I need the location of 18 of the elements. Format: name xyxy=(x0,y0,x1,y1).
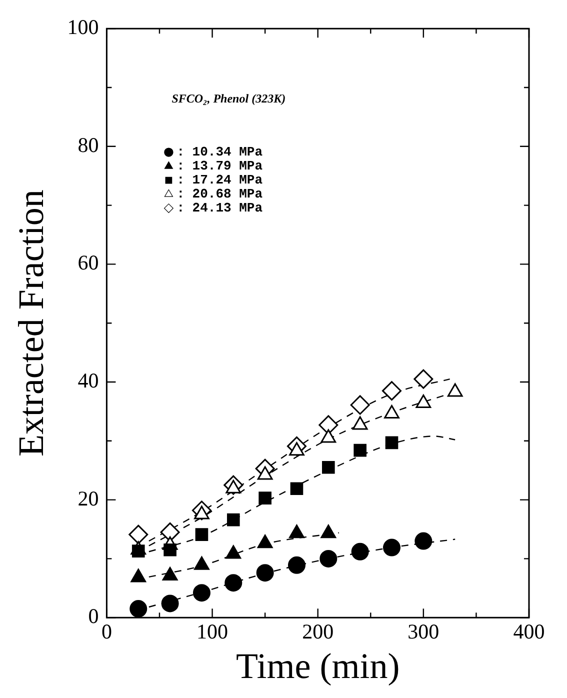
legend-label: : 13.79 MPa xyxy=(176,158,263,174)
x-tick-label: 400 xyxy=(513,620,545,644)
x-tick-label: 100 xyxy=(196,620,228,644)
x-tick-label: 200 xyxy=(302,620,334,644)
legend-label: : 24.13 MPa xyxy=(176,200,263,216)
y-tick-label: 20 xyxy=(78,486,99,510)
legend-label: : 17.24 MPa xyxy=(176,172,263,188)
legend-label: : 10.34 MPa xyxy=(176,144,263,160)
x-tick-label: 300 xyxy=(408,620,440,644)
x-axis-title: Time (min) xyxy=(236,646,400,686)
y-tick-label: 0 xyxy=(88,604,99,628)
y-axis-title: Extracted Fraction xyxy=(11,190,52,457)
y-tick-label: 60 xyxy=(78,250,99,275)
y-tick-label: 80 xyxy=(78,132,99,157)
annotation: SFCO₂, Phenol (323K) xyxy=(172,91,286,106)
y-tick-label: 40 xyxy=(78,368,99,393)
y-tick-label: 100 xyxy=(67,15,99,40)
legend-label: : 20.68 MPa xyxy=(176,186,263,202)
